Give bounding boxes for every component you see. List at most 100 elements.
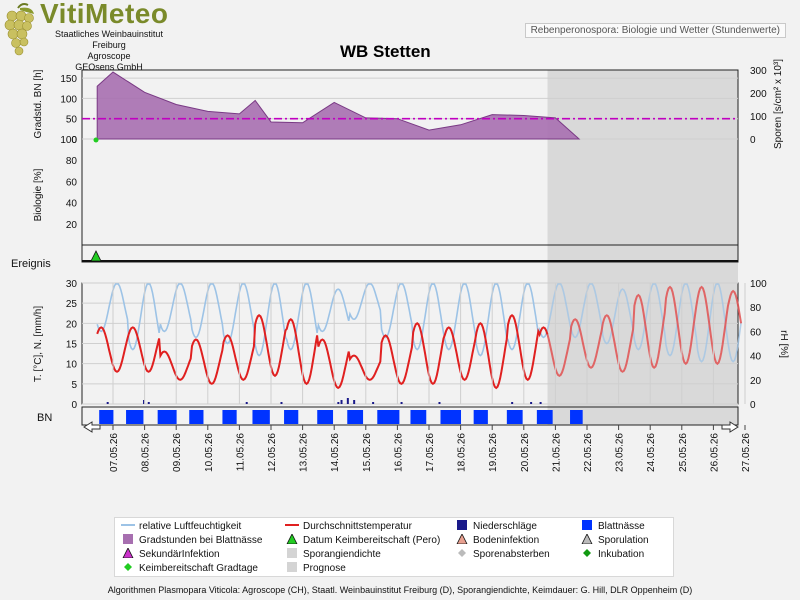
x-tick-label: 19.05.26	[488, 433, 499, 472]
leaf-wetness-bar	[570, 410, 583, 424]
legend-item: Sporenabsterben	[455, 548, 550, 561]
scroll-left-icon	[83, 421, 101, 433]
footer-credits: Algorithmen Plasmopara Viticola: Agrosco…	[107, 585, 693, 595]
legend-item: Datum Keimbereitschaft (Pero)	[285, 533, 441, 547]
leaf-wetness-bar	[317, 410, 334, 424]
legend: relative Luftfeuchtigkeit Durchschnittste…	[114, 517, 674, 577]
legend-swatch	[285, 548, 299, 561]
leaf-wetness-bar	[157, 410, 177, 424]
legend-item: Bodeninfektion	[455, 533, 539, 547]
legend-swatch	[121, 520, 135, 533]
legend-swatch	[285, 520, 299, 533]
legend-swatch	[121, 547, 135, 561]
tick-label-humidity: 100	[750, 279, 767, 290]
precip-bar	[337, 402, 340, 404]
legend-swatch	[455, 520, 469, 533]
x-tick-label: 21.05.26	[551, 433, 562, 472]
legend-item: Gradstunden bei Blattnässe	[121, 534, 262, 547]
x-tick-label: 23.05.26	[615, 433, 626, 472]
tick-label-weather: 20	[66, 319, 78, 330]
tick-label-humidity: 40	[750, 352, 762, 363]
precip-bar	[245, 402, 248, 404]
leaf-wetness-bar	[410, 410, 427, 424]
x-tick-label: 17.05.26	[425, 433, 436, 472]
x-tick-label: 22.05.26	[583, 433, 594, 472]
precip-bar	[400, 402, 403, 404]
leaf-wetness-bar	[222, 410, 237, 424]
precip-bar	[346, 398, 349, 404]
x-tick-label: 16.05.26	[393, 433, 404, 472]
logo-grape-icon	[2, 2, 36, 62]
logo-subtitle: Staatliches Weinbauinstitut Freiburg Agr…	[38, 29, 180, 73]
precip-bar	[372, 402, 375, 404]
tick-label-bio: 100	[60, 135, 77, 146]
legend-item: Inkubation	[580, 548, 644, 561]
tick-label-top-right: 300	[750, 66, 767, 77]
scroll-right-icon	[721, 421, 739, 433]
legend-label: Inkubation	[598, 549, 645, 560]
legend-item: SekundärInfektion	[121, 547, 220, 561]
tick-label-weather: 5	[71, 380, 77, 391]
tick-label-top-right: 100	[750, 112, 767, 123]
precip-bar	[353, 400, 356, 404]
leaf-wetness-bar	[126, 410, 144, 424]
leaf-wetness-bar	[377, 410, 400, 424]
leaf-wetness-bar	[506, 410, 523, 424]
legend-item: Prognose	[285, 562, 346, 575]
precip-bar	[340, 400, 343, 404]
legend-label: Durchschnittstemperatur	[303, 521, 412, 532]
logo-name: VitiMeteo	[40, 0, 169, 29]
precip-bar	[511, 402, 514, 404]
legend-label: Sporenabsterben	[473, 549, 550, 560]
legend-swatch	[580, 520, 594, 533]
ylabel-event: Ereignis	[11, 258, 51, 270]
precip-bar	[530, 402, 533, 404]
leaf-wetness-bar	[99, 410, 114, 424]
precip-bar	[106, 402, 109, 404]
legend-item: relative Luftfeuchtigkeit	[121, 520, 241, 533]
legend-swatch	[285, 533, 299, 547]
tick-label-bio: 20	[66, 220, 78, 231]
panel-frame-bn	[81, 406, 739, 426]
tick-label-top: 0	[71, 135, 77, 146]
tick-label-humidity: 80	[750, 303, 762, 314]
legend-item: Niederschläge	[455, 520, 537, 533]
ylabel-leaf-wetness: BN	[37, 412, 52, 424]
tick-label-top: 150	[60, 74, 77, 85]
x-tick-label: 10.05.26	[204, 433, 215, 472]
leaf-wetness-bar	[189, 410, 204, 424]
header-tag: Rebenperonospora: Biologie und Wetter (S…	[524, 23, 786, 38]
legend-label: Datum Keimbereitschaft (Pero)	[303, 535, 441, 546]
x-tick-label: 27.05.26	[741, 433, 752, 472]
tick-label-top-right: 200	[750, 89, 767, 100]
tick-label-humidity: 20	[750, 376, 762, 387]
x-tick-label: 18.05.26	[457, 433, 468, 472]
legend-item: Keimbereitschaft Gradtage	[121, 562, 258, 575]
x-tick-label: 15.05.26	[362, 433, 373, 472]
tick-label-weather: 15	[66, 340, 78, 351]
leaf-wetness-bar	[473, 410, 488, 424]
x-tick-label: 12.05.26	[267, 433, 278, 472]
leaf-wetness-bar	[440, 410, 462, 424]
tick-label-top: 50	[66, 115, 78, 126]
x-tick-label: 07.05.26	[109, 433, 120, 472]
tick-label-bio: 80	[66, 156, 78, 167]
legend-label: Gradstunden bei Blattnässe	[139, 535, 263, 546]
legend-item: Blattnässe	[580, 520, 645, 533]
legend-item: Durchschnittstemperatur	[285, 520, 412, 533]
legend-swatch	[121, 562, 135, 575]
humidity-line	[96, 283, 549, 357]
x-tick-label: 08.05.26	[141, 433, 152, 472]
precip-bar	[280, 402, 283, 404]
tick-label-humidity: 0	[750, 400, 756, 411]
leaf-wetness-bar	[284, 410, 299, 424]
legend-item: Sporulation	[580, 533, 649, 547]
ylabel-weather: T. [°C], N. [mm/h]	[33, 306, 44, 382]
precip-bar	[539, 402, 542, 404]
tick-label-weather: 10	[66, 360, 78, 371]
logo-line-3: GEOsens GmbH	[75, 62, 143, 72]
tick-label-weather: 30	[66, 279, 78, 290]
legend-label: Sporulation	[598, 535, 649, 546]
wet-degree-hours-area	[96, 71, 581, 140]
